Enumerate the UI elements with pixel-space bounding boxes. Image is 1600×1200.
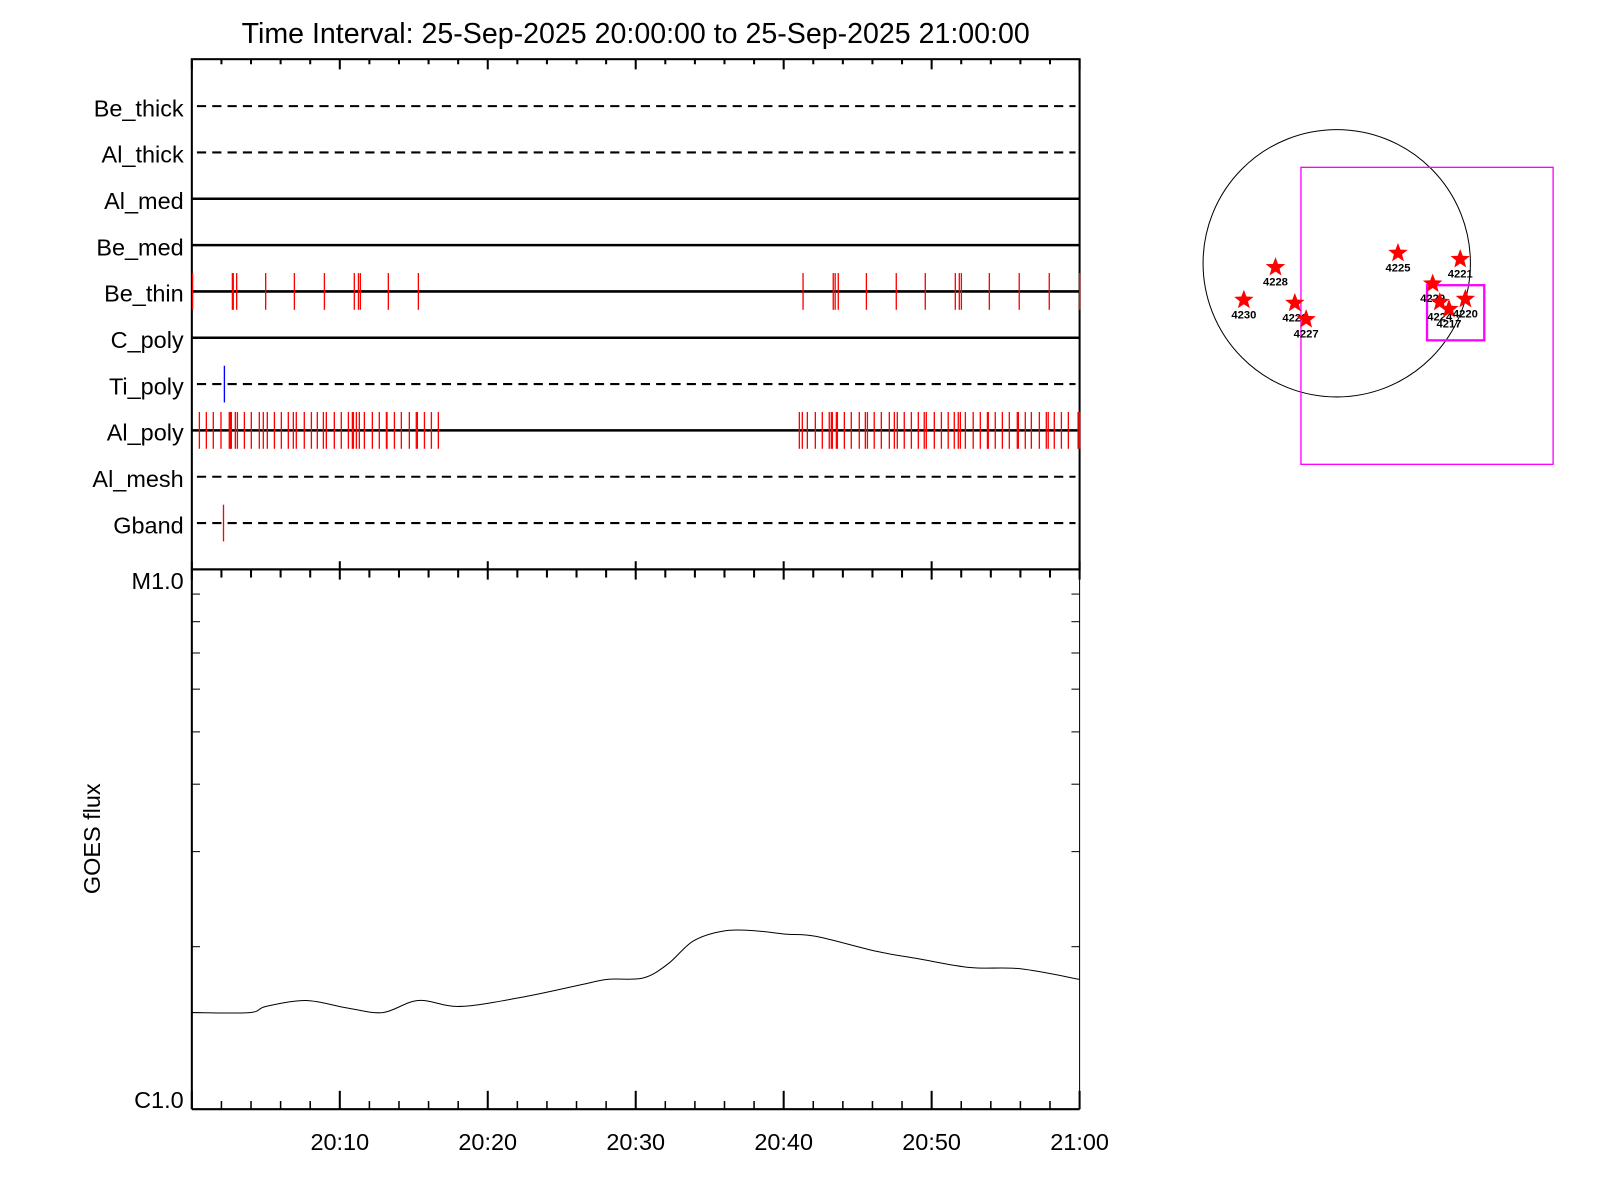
filter-label-al-thick: Al_thick bbox=[102, 142, 184, 168]
active-region-label: 4230 bbox=[1231, 309, 1256, 321]
filter-timeline-panel: Be_thick Al_thick Al_med Be_med Be_thin C_pol… bbox=[92, 58, 1081, 571]
fov-box bbox=[1426, 285, 1485, 341]
filter-label-al-med: Al_med bbox=[104, 188, 184, 214]
chart-title: Time Interval: 25-Sep-2025 20:00:00 to 2… bbox=[242, 18, 1030, 50]
active-region-star-icon bbox=[1455, 288, 1476, 308]
filter-label-ti-poly: Ti_poly bbox=[109, 373, 184, 399]
active-region-label: 4225 bbox=[1386, 262, 1411, 274]
active-region-star-icon bbox=[1422, 273, 1443, 292]
solar-limb bbox=[1202, 129, 1471, 398]
filter-label-c-poly: C_poly bbox=[111, 327, 184, 353]
active-region-star-icon bbox=[1296, 309, 1316, 328]
active-region-label: 4227 bbox=[1294, 329, 1319, 341]
solar-disk-map: 4230422842264227422542214229422442174220 bbox=[1202, 129, 1554, 465]
goes-flux-panel: 20:10 20:20 20:30 20:40 20:50 21:00 C1.0 M1.0 GO… bbox=[79, 561, 1109, 1155]
filter-label-be-thick: Be_thick bbox=[94, 95, 184, 121]
x-tick-label: 20:50 bbox=[902, 1129, 961, 1155]
active-region-label: 4221 bbox=[1448, 269, 1473, 281]
active-region-label: 4220 bbox=[1453, 308, 1478, 320]
filter-label-al-poly: Al_poly bbox=[107, 420, 184, 446]
fov-box bbox=[1300, 166, 1554, 465]
active-region-star-icon bbox=[1285, 292, 1305, 312]
active-region-star-icon bbox=[1388, 242, 1408, 262]
active-region-star-icon bbox=[1450, 248, 1470, 268]
x-tick-label: 20:40 bbox=[754, 1129, 813, 1155]
active-region-star-icon bbox=[1234, 289, 1254, 309]
x-tick-label: 20:10 bbox=[310, 1129, 369, 1155]
goes-flux-line bbox=[191, 929, 1080, 1014]
active-region-star-icon bbox=[1265, 257, 1286, 276]
active-region-star-icon bbox=[1439, 298, 1459, 318]
active-region-label: 4226 bbox=[1282, 312, 1307, 324]
y-axis-label: GOES flux bbox=[79, 783, 105, 894]
y-tick-label: C1.0 bbox=[134, 1087, 184, 1113]
active-region-label: 4217 bbox=[1436, 319, 1461, 331]
fov-box bbox=[1425, 284, 1486, 342]
filter-label-al-mesh: Al_mesh bbox=[92, 466, 183, 492]
active-region-star-icon bbox=[1430, 291, 1450, 311]
x-tick-label: 20:30 bbox=[606, 1129, 665, 1155]
x-tick-label: 20:20 bbox=[458, 1129, 517, 1155]
filter-label-be-thin: Be_thin bbox=[104, 281, 184, 307]
timeline-frame bbox=[190, 58, 1081, 571]
active-region-label: 4228 bbox=[1263, 277, 1288, 289]
filter-label-gband: Gband bbox=[113, 512, 183, 538]
filter-label-be-med: Be_med bbox=[96, 234, 183, 260]
y-tick-label: M1.0 bbox=[132, 568, 184, 594]
x-tick-label: 21:00 bbox=[1050, 1129, 1109, 1155]
